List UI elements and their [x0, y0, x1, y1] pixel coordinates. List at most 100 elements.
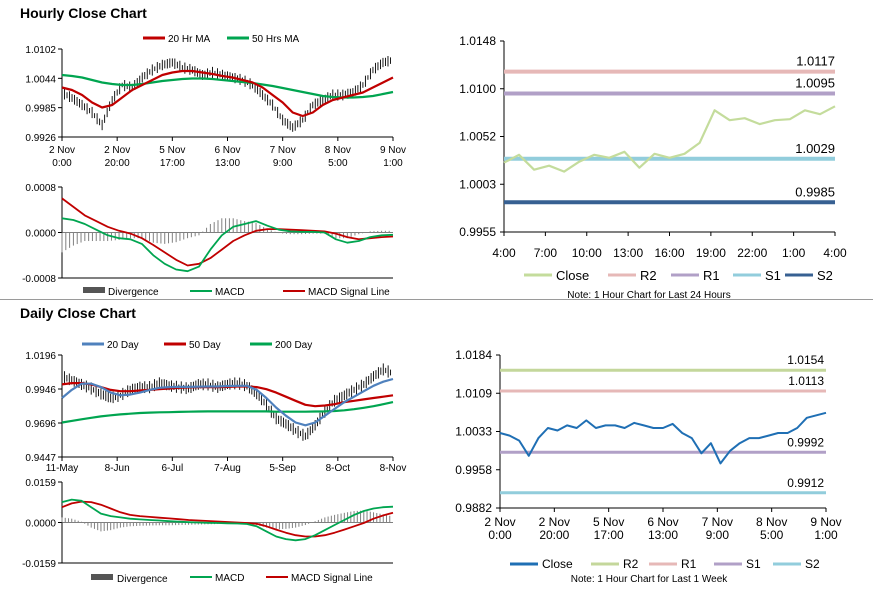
- daily-levels-legend-r1-label: R1: [681, 557, 697, 571]
- hourly-price-xtick-label: 5:00: [328, 158, 348, 169]
- hourly-price-xtick-label: 9 Nov: [380, 145, 406, 156]
- daily-macd-ytick-label: 0.0159: [25, 478, 56, 489]
- legend-divergence-label: Divergence: [108, 287, 159, 298]
- daily-levels-xtick-label: 6 Nov: [647, 515, 678, 529]
- daily-levels-ytick-label: 0.9882: [455, 501, 492, 515]
- hourly-price-xtick-label: 2 Nov: [49, 145, 75, 156]
- daily-levels-ytick-label: 1.0109: [455, 386, 492, 400]
- hourly-levels-xtick-label: 10:00: [572, 246, 602, 260]
- hourly-levels-xtick-label: 1:00: [782, 246, 806, 260]
- daily-levels-xtick-label: 8 Nov: [756, 515, 787, 529]
- daily-levels-xtick-label: 17:00: [594, 528, 624, 542]
- daily-legend-divergence-label: Divergence: [117, 574, 168, 585]
- hourly-levels-xtick-label: 16:00: [654, 246, 684, 260]
- hourly-levels-xtick-label: 13:00: [613, 246, 643, 260]
- daily-price-xtick-label: 11-May: [46, 463, 79, 474]
- hourly-levels-xtick-label: 7:00: [534, 246, 558, 260]
- daily-price-xtick-label: 8-Jun: [105, 463, 130, 474]
- daily-legend-macd-label: MACD: [215, 573, 244, 584]
- legend-divergence-swatch: [83, 287, 105, 293]
- hourly-price-xtick-label: 2 Nov: [104, 145, 130, 156]
- hourly-20hr-ma-line: [61, 69, 394, 118]
- hourly-levels-note: Note: 1 Hour Chart for Last 24 Hours: [567, 290, 730, 301]
- daily-price-xtick-label: 6-Jul: [161, 463, 183, 474]
- hourly-levels-ytick-label: 1.0003: [459, 177, 496, 191]
- hourly-levels-legend-close-label: Close: [556, 268, 589, 283]
- daily-20day-ma-line: [61, 377, 394, 427]
- hourly-level-r2-label: 1.0117: [796, 54, 835, 69]
- hourly-macd-divergence-bars: [61, 218, 390, 253]
- hourly-chart-title: Hourly Close Chart: [20, 5, 147, 21]
- legend-50hrs-ma-label: 50 Hrs MA: [252, 34, 300, 45]
- daily-levels-xtick-label: 5:00: [760, 528, 784, 542]
- daily-levels-ytick-label: 1.0184: [455, 348, 492, 362]
- legend-macd-label: MACD: [215, 287, 244, 298]
- hourly-macd-line: [61, 217, 394, 273]
- hourly-price-xtick-label: 0:00: [52, 158, 72, 169]
- daily-level-s2-label: 0.9912: [787, 476, 824, 490]
- hourly-levels-legend-s2-label: S2: [817, 268, 833, 283]
- daily-macd-line: [61, 498, 394, 542]
- daily-macd-signal-line: [61, 500, 394, 538]
- daily-price-ytick-label: 0.9696: [25, 419, 56, 430]
- hourly-levels-xtick-label: 4:00: [492, 246, 516, 260]
- daily-levels-xtick-label: 13:00: [648, 528, 678, 542]
- daily-chart-title: Daily Close Chart: [20, 305, 136, 321]
- section-divider: [0, 299, 873, 300]
- daily-price-xtick-label: 7-Aug: [214, 463, 241, 474]
- hourly-price-ytick-label: 1.0044: [25, 74, 56, 85]
- daily-levels-note: Note: 1 Hour Chart for Last 1 Week: [571, 574, 729, 585]
- daily-macd-ytick-label: -0.0159: [22, 559, 56, 570]
- hourly-level-s2-label: 0.9985: [795, 184, 835, 199]
- daily-levels-xtick-label: 5 Nov: [593, 515, 624, 529]
- hourly-levels-ytick-label: 0.9955: [459, 225, 496, 239]
- hourly-price-xtick-label: 7 Nov: [270, 145, 296, 156]
- daily-levels-legend-close-label: Close: [542, 557, 573, 571]
- daily-level-s1-label: 0.9992: [787, 435, 824, 449]
- daily-price-ytick-label: 0.9946: [25, 385, 56, 396]
- hourly-price-xtick-label: 1:00: [383, 158, 403, 169]
- daily-levels-xtick-label: 2 Nov: [539, 515, 570, 529]
- daily-macd-ytick-label: 0.0000: [25, 519, 56, 530]
- hourly-macd-ytick-label: 0.0008: [25, 183, 56, 194]
- hourly-levels-legend-r2-label: R2: [640, 268, 657, 283]
- hourly-levels-ytick-label: 1.0052: [459, 130, 496, 144]
- hourly-levels-close-line: [503, 105, 836, 173]
- hourly-level-s1-label: 1.0029: [795, 141, 835, 156]
- hourly-levels-xtick-label: 4:00: [823, 246, 847, 260]
- hourly-50hr-ma-line: [61, 73, 394, 99]
- daily-levels-xtick-label: 9:00: [706, 528, 730, 542]
- daily-level-r2-label: 1.0154: [787, 353, 824, 367]
- hourly-price-ytick-label: 0.9926: [25, 133, 56, 144]
- daily-price-xtick-label: 5-Sep: [269, 463, 296, 474]
- daily-levels-ytick-label: 0.9958: [455, 463, 492, 477]
- hourly-price-xtick-label: 17:00: [160, 158, 185, 169]
- hourly-price-xtick-label: 5 Nov: [159, 145, 185, 156]
- legend-20hr-ma-label: 20 Hr MA: [168, 34, 211, 45]
- daily-levels-legend-r2-label: R2: [623, 557, 639, 571]
- hourly-level-r1-label: 1.0095: [795, 75, 835, 90]
- hourly-price-xtick-label: 9:00: [273, 158, 293, 169]
- hourly-macd-ytick-label: -0.0008: [22, 274, 56, 285]
- hourly-macd-signal-line: [61, 197, 394, 267]
- daily-levels-legend-s2-label: S2: [805, 557, 820, 571]
- daily-price-ytick-label: 0.9447: [25, 453, 56, 464]
- legend-20-day-label: 20 Day: [107, 340, 139, 351]
- daily-levels-legend-s1-label: S1: [746, 557, 761, 571]
- hourly-price-xtick-label: 13:00: [215, 158, 240, 169]
- daily-levels-xtick-label: 1:00: [814, 528, 838, 542]
- hourly-levels-ytick-label: 1.0100: [459, 82, 496, 96]
- daily-price-ytick-label: 1.0196: [25, 351, 56, 362]
- legend-200-day-label: 200 Day: [275, 340, 312, 351]
- hourly-price-ytick-label: 0.9985: [25, 104, 56, 115]
- hourly-macd-ytick-label: 0.0000: [25, 229, 56, 240]
- daily-legend-divergence-swatch: [91, 574, 113, 580]
- hourly-price-xtick-label: 6 Nov: [214, 145, 240, 156]
- daily-levels-xtick-label: 20:00: [539, 528, 569, 542]
- daily-levels-ytick-label: 1.0033: [455, 425, 492, 439]
- hourly-levels-xtick-label: 22:00: [737, 246, 767, 260]
- daily-levels-xtick-label: 0:00: [488, 528, 512, 542]
- hourly-price-price-bars: [61, 56, 391, 132]
- hourly-levels-ytick-label: 1.0148: [459, 34, 496, 48]
- daily-level-r1-label: 1.0113: [788, 374, 824, 388]
